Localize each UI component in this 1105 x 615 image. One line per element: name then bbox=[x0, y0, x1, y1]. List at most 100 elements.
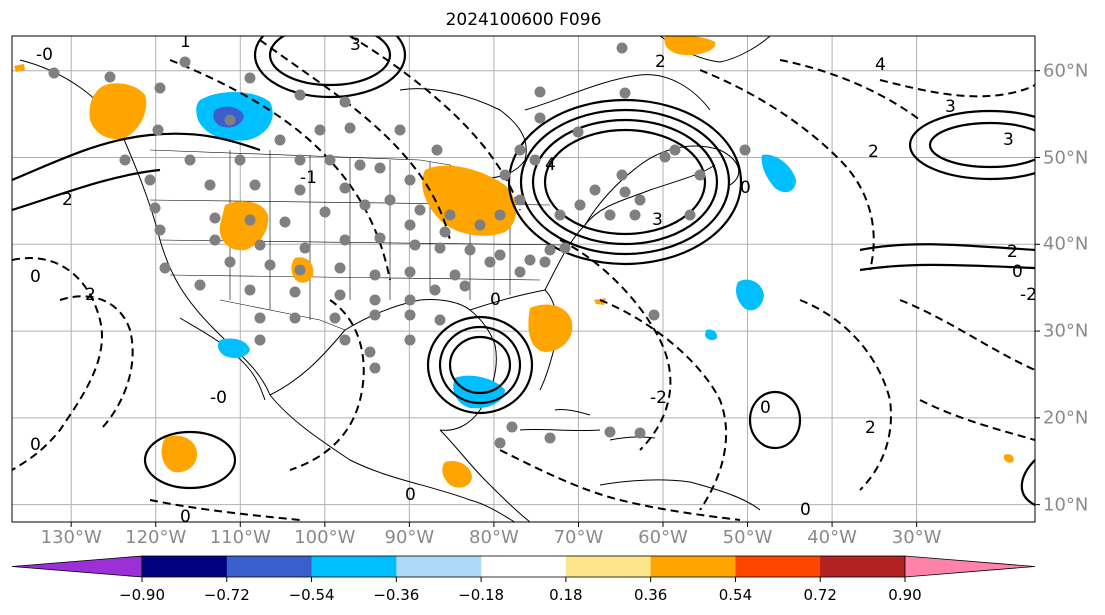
station-marker bbox=[464, 244, 476, 256]
colorbar-extend-max bbox=[904, 555, 1036, 578]
station-marker bbox=[739, 144, 751, 156]
hudson-bay bbox=[399, 88, 527, 179]
colorbar-tick-label: −0.18 bbox=[458, 586, 505, 604]
latitude-label: 10°N bbox=[1043, 494, 1089, 516]
station-marker bbox=[659, 151, 671, 163]
contour-label: -2 bbox=[650, 388, 667, 408]
station-marker bbox=[544, 244, 556, 256]
station-marker bbox=[616, 42, 628, 54]
contour-solid bbox=[543, 128, 707, 236]
contour-dashed bbox=[499, 449, 741, 521]
station-marker bbox=[294, 154, 306, 166]
station-marker bbox=[444, 209, 456, 221]
station-marker bbox=[404, 334, 416, 346]
colorbar-tick-label: −0.36 bbox=[373, 586, 420, 604]
station-marker bbox=[439, 226, 451, 238]
station-marker bbox=[494, 209, 506, 221]
station-marker bbox=[294, 264, 306, 276]
station-marker bbox=[279, 216, 291, 228]
station-marker bbox=[299, 242, 311, 254]
station-marker bbox=[334, 262, 346, 274]
station-marker bbox=[264, 259, 276, 271]
station-marker bbox=[404, 309, 416, 321]
anomaly-patch-orange bbox=[161, 435, 198, 473]
contour-label: 2 bbox=[655, 52, 666, 72]
anomaly-patch-orange bbox=[594, 298, 606, 305]
colorbar-bin bbox=[226, 556, 313, 577]
station-marker bbox=[48, 67, 60, 79]
longitude-label: 50°W bbox=[722, 527, 773, 548]
colorbar-bin bbox=[650, 556, 736, 577]
colorbar-bin bbox=[565, 556, 652, 577]
station-marker bbox=[534, 86, 546, 98]
contour-solid bbox=[928, 121, 1035, 169]
contour-dashed bbox=[169, 59, 391, 281]
anomaly-patch-orange bbox=[14, 64, 25, 72]
station-marker bbox=[154, 82, 166, 94]
colorbar-tick-label: 0.36 bbox=[633, 586, 668, 604]
contour-label: 4 bbox=[545, 155, 556, 175]
gulf-coast bbox=[269, 299, 497, 431]
station-marker bbox=[254, 334, 266, 346]
contour-label: -2 bbox=[1020, 285, 1037, 305]
anomaly-patch-blue bbox=[705, 329, 718, 341]
contour-dashed bbox=[699, 69, 875, 271]
latitude-label: 40°N bbox=[1043, 233, 1089, 255]
contour-solid bbox=[268, 36, 392, 87]
station-marker bbox=[149, 202, 161, 214]
station-marker bbox=[314, 124, 326, 136]
contour-dashed bbox=[599, 299, 728, 511]
colorbar-tick-label: 0.54 bbox=[718, 586, 753, 604]
longitude-label: 120°W bbox=[125, 527, 187, 548]
station-marker bbox=[244, 214, 256, 226]
station-marker bbox=[334, 289, 346, 301]
contour-solid bbox=[448, 335, 512, 395]
station-marker bbox=[484, 256, 496, 268]
station-marker bbox=[144, 174, 156, 186]
longitude-label: 60°W bbox=[638, 527, 688, 548]
station-marker bbox=[604, 426, 616, 438]
colorbar-bin bbox=[142, 556, 228, 577]
station-marker bbox=[339, 96, 351, 108]
station-marker bbox=[254, 312, 266, 324]
station-marker bbox=[294, 89, 306, 101]
station-marker bbox=[274, 134, 286, 146]
station-marker bbox=[514, 266, 526, 278]
station-marker bbox=[369, 309, 381, 321]
colorbar-tick-label: −0.72 bbox=[203, 586, 250, 604]
colorbar-extend-min bbox=[11, 555, 143, 578]
station-marker bbox=[289, 286, 301, 298]
contour-dashed bbox=[289, 299, 365, 471]
station-marker bbox=[374, 232, 386, 244]
station-marker bbox=[339, 334, 351, 346]
anomaly-patch-orange bbox=[1003, 454, 1014, 463]
contour-label: 0 bbox=[760, 398, 771, 418]
station-marker bbox=[559, 242, 571, 254]
colorbar-tick-label: 0.90 bbox=[888, 586, 922, 604]
contour-label: 2 bbox=[85, 285, 96, 305]
contour-solid bbox=[507, 98, 743, 266]
contour-label: 3 bbox=[1003, 130, 1014, 150]
us-mexico-border bbox=[219, 299, 346, 331]
station-marker bbox=[244, 284, 256, 296]
contour-solid bbox=[748, 390, 802, 450]
longitude-label: 80°W bbox=[469, 527, 519, 548]
station-marker bbox=[394, 124, 406, 136]
contour-solid bbox=[859, 243, 1035, 252]
contour-label: 2 bbox=[62, 190, 73, 210]
anomaly-patch-orange bbox=[664, 36, 716, 56]
contour-label: -0 bbox=[210, 388, 227, 408]
station-marker bbox=[329, 312, 341, 324]
latitude-label: 30°N bbox=[1043, 320, 1089, 342]
station-marker bbox=[524, 254, 536, 266]
longitude-label: 100°W bbox=[294, 527, 356, 548]
station-marker bbox=[604, 209, 616, 221]
station-marker bbox=[344, 122, 356, 134]
longitude-label: 110°W bbox=[209, 527, 271, 548]
contour-label: 3 bbox=[652, 210, 663, 230]
map-frame bbox=[11, 35, 1036, 523]
contour-label: 2 bbox=[1007, 242, 1018, 262]
contour-solid bbox=[12, 132, 261, 182]
longitude-label: 70°W bbox=[553, 527, 604, 548]
contour-label: 0 bbox=[1012, 262, 1023, 282]
